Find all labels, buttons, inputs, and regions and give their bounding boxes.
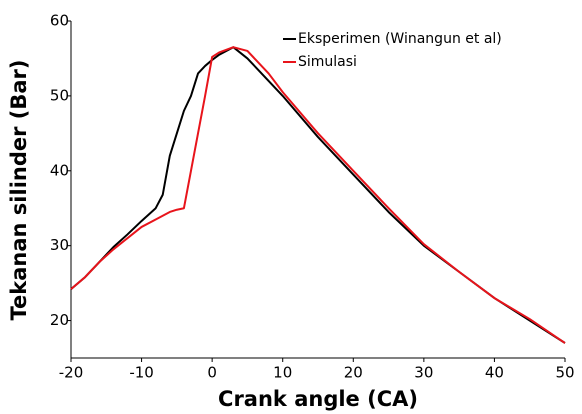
x-tick-label: 10 xyxy=(273,364,292,382)
y-tick-label: 40 xyxy=(50,161,69,179)
x-tick-label: 40 xyxy=(485,364,504,382)
legend-label: Simulasi xyxy=(298,54,357,70)
y-tick-label: 60 xyxy=(50,12,69,30)
y-axis-title: Tekanan silinder (Bar) xyxy=(7,59,31,320)
data-line xyxy=(70,46,566,344)
y-tick-label: 50 xyxy=(50,86,69,104)
x-tick-label: 50 xyxy=(555,364,574,382)
x-axis-title: Crank angle (CA) xyxy=(218,387,418,411)
x-tick-label: -20 xyxy=(59,364,84,382)
legend-label: Eksperimen (Winangun et al) xyxy=(298,31,502,47)
y-tick-label: 30 xyxy=(50,236,69,254)
x-tick-label: -10 xyxy=(129,364,154,382)
data-line xyxy=(70,46,566,344)
x-tick-label: 0 xyxy=(207,364,217,382)
x-tick-label: 30 xyxy=(414,364,433,382)
x-tick-label: 20 xyxy=(344,364,363,382)
y-tick-label: 20 xyxy=(50,311,69,329)
